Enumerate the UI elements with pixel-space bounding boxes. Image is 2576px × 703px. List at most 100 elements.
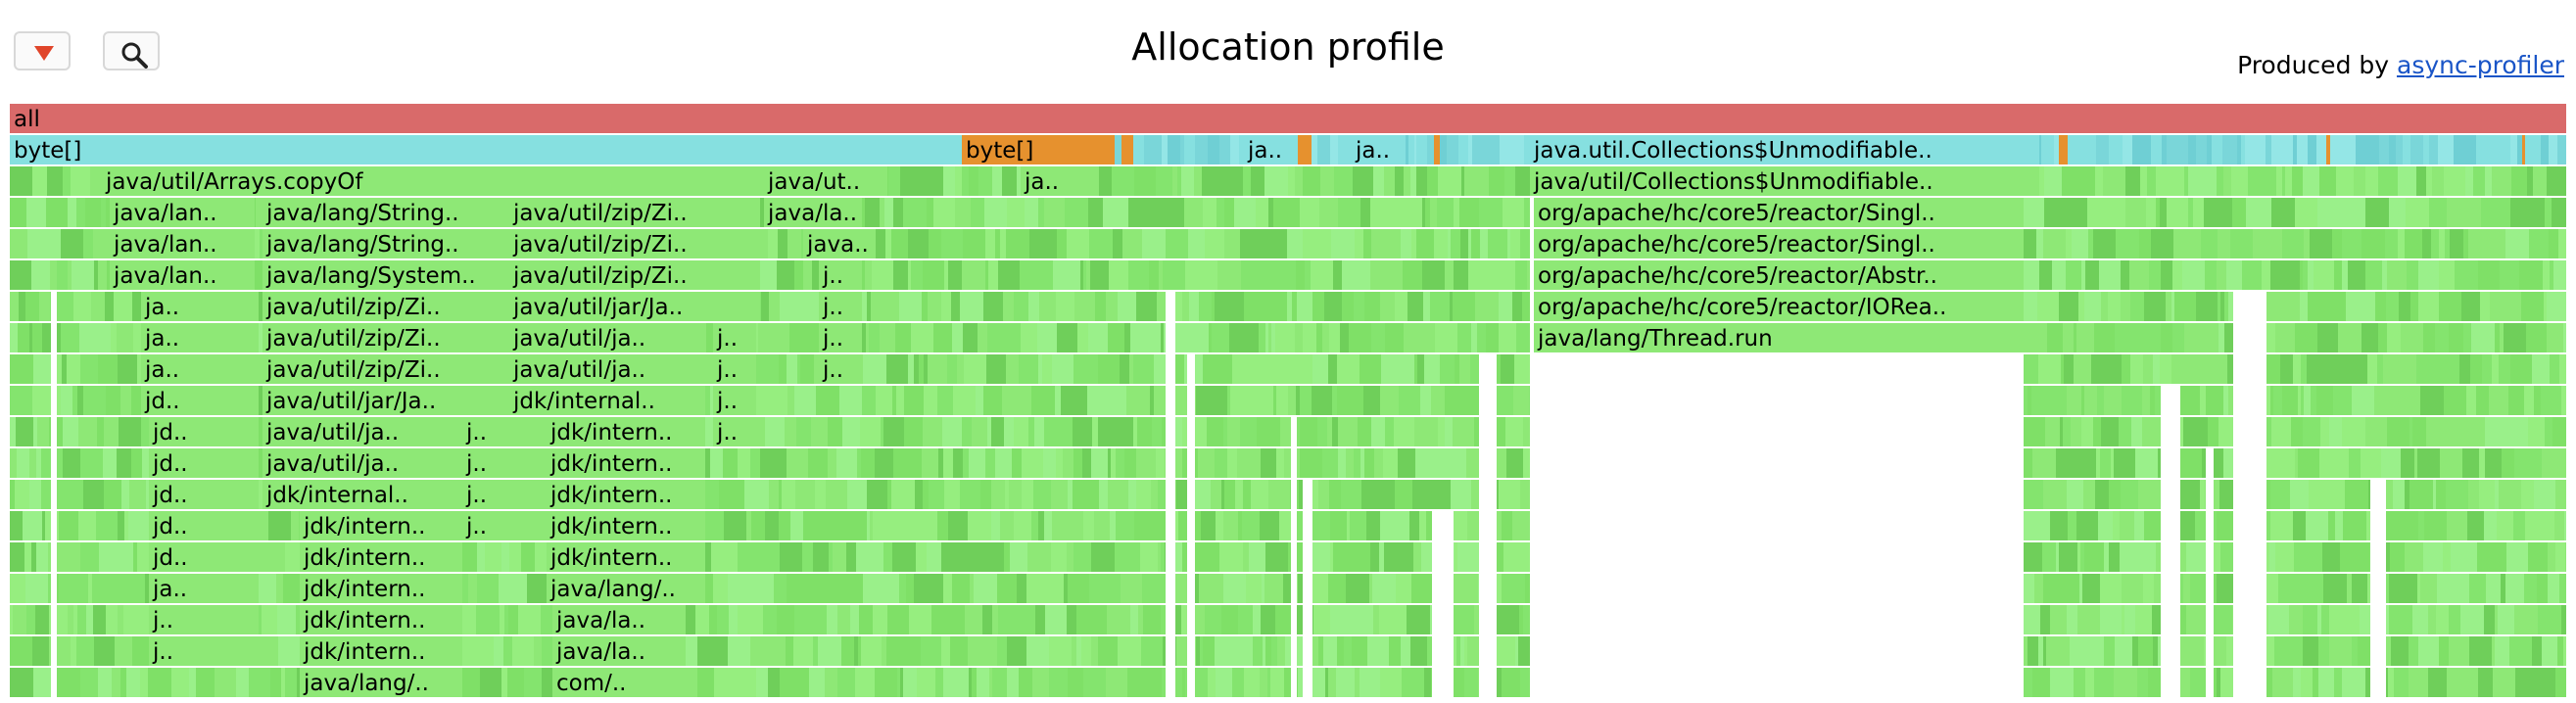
flame-frame[interactable]: j..	[713, 386, 756, 415]
flame-frame-box[interactable]	[509, 292, 760, 321]
flame-frame-box[interactable]	[962, 135, 1115, 164]
flame-frame-box[interactable]	[141, 292, 259, 321]
flame-frame[interactable]: org/apache/hc/core5/reactor/Singl..	[1534, 198, 2024, 227]
flame-frame[interactable]: java.util.Collections$Unmodifiable..	[1530, 135, 2039, 164]
flame-frame-box[interactable]	[713, 323, 756, 352]
flame-frame[interactable]: jdk/intern..	[300, 636, 462, 666]
flame-frame[interactable]: jdk/intern..	[547, 511, 705, 540]
flame-frame-box[interactable]	[552, 668, 686, 697]
flame-frame[interactable]: jdk/internal..	[262, 480, 462, 509]
flame-frame-box[interactable]	[300, 542, 462, 572]
flame-frame[interactable]: java/lang/String..	[262, 198, 509, 227]
flame-frame-box[interactable]	[764, 198, 862, 227]
flame-frame-box[interactable]	[509, 354, 705, 384]
flame-frame[interactable]: jd..	[141, 386, 259, 415]
flame-frame[interactable]: j..	[713, 417, 756, 446]
flame-frame[interactable]: j..	[819, 323, 862, 352]
flame-frame-box[interactable]	[1534, 292, 2024, 321]
flame-frame[interactable]: j..	[713, 354, 756, 384]
flame-frame-box[interactable]	[141, 354, 259, 384]
flame-frame-box[interactable]	[713, 386, 756, 415]
flame-frame[interactable]: j..	[713, 323, 756, 352]
flame-frame-box[interactable]	[149, 605, 259, 634]
flame-frame-box[interactable]	[547, 480, 705, 509]
flame-frame-box[interactable]	[10, 104, 2566, 133]
flame-frame[interactable]: java/util/zip/Zi..	[509, 198, 760, 227]
flame-frame-box[interactable]	[713, 354, 756, 384]
flame-frame-box[interactable]	[110, 198, 255, 227]
reverse-button[interactable]	[14, 31, 71, 70]
flame-frame-box[interactable]	[149, 636, 259, 666]
flame-frame[interactable]: j..	[819, 354, 862, 384]
flame-frame-box[interactable]	[149, 448, 259, 478]
flame-frame[interactable]: j..	[462, 417, 547, 446]
flame-frame-box[interactable]	[149, 417, 259, 446]
flame-frame[interactable]: java/util/Collections$Unmodifiable..	[1530, 166, 2039, 196]
flame-frame[interactable]: jdk/intern..	[547, 448, 705, 478]
flame-frame[interactable]: jdk/intern..	[547, 480, 705, 509]
flame-frame[interactable]: java/la..	[552, 636, 686, 666]
flame-frame-box[interactable]	[1534, 323, 2024, 352]
flame-frame-box[interactable]	[10, 135, 962, 164]
flame-frame[interactable]: jd..	[149, 480, 259, 509]
flame-frame[interactable]: jd..	[149, 511, 259, 540]
flame-frame-box[interactable]	[300, 605, 462, 634]
flame-frame-box[interactable]	[300, 668, 462, 697]
flame-frame[interactable]: java/lang/..	[547, 574, 705, 603]
flame-frame[interactable]: jdk/intern..	[547, 417, 705, 446]
flame-frame[interactable]: java/ut..	[764, 166, 887, 196]
flame-frame[interactable]: java/util/zip/Zi..	[262, 323, 509, 352]
flame-frame-box[interactable]	[509, 198, 760, 227]
flame-frame[interactable]: java/lan..	[110, 260, 255, 290]
flame-frame[interactable]: org/apache/hc/core5/reactor/Abstr..	[1534, 260, 2024, 290]
flame-frame[interactable]: java/util/ja..	[262, 448, 462, 478]
flame-frame[interactable]: java/util/zip/Zi..	[262, 354, 509, 384]
flame-frame[interactable]: j..	[149, 605, 259, 634]
flame-frame-box[interactable]	[262, 198, 509, 227]
flame-frame[interactable]: java/util/jar/Ja..	[262, 386, 509, 415]
flame-frame-box[interactable]	[300, 511, 462, 540]
flame-frame[interactable]: jd..	[149, 448, 259, 478]
flame-frame[interactable]: java/la..	[552, 605, 686, 634]
flame-frame-box[interactable]	[149, 574, 259, 603]
flame-frame-box[interactable]	[819, 292, 862, 321]
flame-frame-box[interactable]	[547, 511, 705, 540]
flame-frame-box[interactable]	[300, 574, 462, 603]
flame-frame[interactable]: org/apache/hc/core5/reactor/Singl..	[1534, 229, 2024, 258]
flame-frame[interactable]: j..	[819, 292, 862, 321]
flame-frame[interactable]: jdk/intern..	[547, 542, 705, 572]
flame-frame-box[interactable]	[262, 323, 509, 352]
flame-frame-box[interactable]	[262, 417, 462, 446]
flame-frame[interactable]: jdk/intern..	[300, 574, 462, 603]
flame-frame-box[interactable]	[149, 480, 259, 509]
flame-frame[interactable]: java/util/ja..	[262, 417, 462, 446]
flame-frame-box[interactable]	[764, 166, 887, 196]
flame-frame-box[interactable]	[149, 542, 259, 572]
flame-frame-box[interactable]	[149, 511, 259, 540]
flame-frame[interactable]: jdk/internal..	[509, 386, 705, 415]
flame-frame[interactable]: ja..	[1021, 166, 1099, 196]
flame-frame-box[interactable]	[1534, 198, 2024, 227]
flame-frame[interactable]: java/lang/Thread.run	[1534, 323, 2024, 352]
flame-frame-box[interactable]	[262, 480, 462, 509]
flame-frame[interactable]: ja..	[141, 354, 259, 384]
flame-frame-box[interactable]	[509, 260, 760, 290]
flame-frame[interactable]: java/util/ja..	[509, 354, 705, 384]
flame-frame-box[interactable]	[1021, 166, 1099, 196]
flame-frame[interactable]: all	[10, 104, 2566, 133]
flame-frame-box[interactable]	[141, 386, 259, 415]
flame-frame-box[interactable]	[110, 229, 255, 258]
flame-frame[interactable]: java/lang/String..	[262, 229, 509, 258]
flame-frame[interactable]: org/apache/hc/core5/reactor/IORea..	[1534, 292, 2024, 321]
flame-frame[interactable]: java/lang/System..	[262, 260, 509, 290]
flame-frame[interactable]: java/lang/..	[300, 668, 462, 697]
flame-frame[interactable]: java/util/zip/Zi..	[509, 260, 760, 290]
flame-frame[interactable]: java/util/ja..	[509, 323, 705, 352]
flame-frame[interactable]: java/util/zip/Zi..	[509, 229, 760, 258]
flame-frame[interactable]: ja..	[1352, 135, 1406, 164]
flame-frame-box[interactable]	[102, 166, 764, 196]
flame-frame-box[interactable]	[141, 323, 259, 352]
flame-frame-box[interactable]	[547, 448, 705, 478]
flame-frame[interactable]: j..	[462, 480, 547, 509]
flame-frame-box[interactable]	[110, 260, 255, 290]
